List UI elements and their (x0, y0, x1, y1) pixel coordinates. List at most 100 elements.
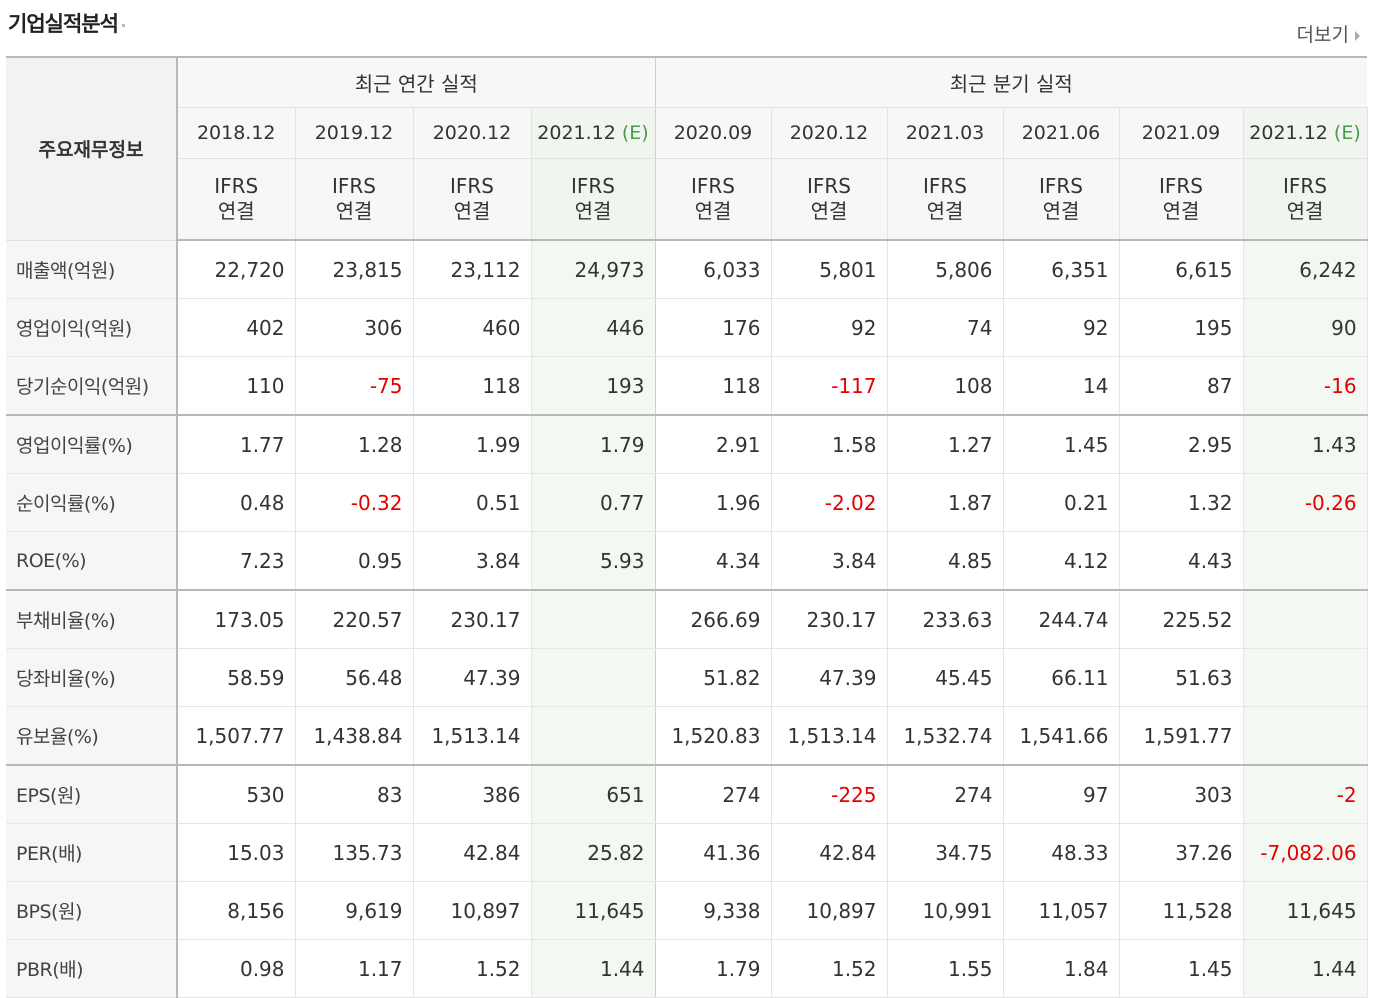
ifrs-label: IFRS (923, 174, 967, 198)
table-cell: 1,520.83 (655, 706, 772, 766)
table-cell: 90 (1243, 298, 1368, 357)
period-header: 2020.12 (413, 107, 532, 159)
table-cell: 4.34 (655, 531, 772, 591)
table-cell: 2.91 (655, 415, 772, 474)
table-cell: 8,156 (177, 881, 296, 940)
table-cell: 1,507.77 (177, 706, 296, 766)
table-cell: 0.21 (1003, 473, 1120, 532)
table-cell: -7,082.06 (1243, 823, 1368, 882)
table-cell: 274 (655, 765, 772, 824)
table-cell: -0.26 (1243, 473, 1368, 532)
table-cell: 92 (771, 298, 888, 357)
ifrs-label: IFRS (1159, 174, 1203, 198)
table-cell: 10,897 (413, 881, 532, 940)
table-cell: 266.69 (655, 590, 772, 649)
table-cell: 11,645 (531, 881, 656, 940)
table-cell: 446 (531, 298, 656, 357)
ifrs-label: IFRS (214, 174, 259, 198)
table-cell: 225.52 (1119, 590, 1244, 649)
ifrs-label: IFRS (691, 174, 735, 198)
table-row: 매출액(억원) 22,720 23,815 23,112 24,973 6,033 5,80… (6, 240, 1368, 299)
table-cell: 108 (887, 356, 1004, 416)
table-cell (1243, 531, 1368, 591)
table-row: 영업이익률(%) 1.77 1.28 1.99 1.79 2.91 1.58 1.27 1.45… (6, 415, 1368, 474)
ifrs-header: IFRS 연결 (655, 158, 772, 241)
consolidated-label: 연결 (1042, 199, 1080, 223)
table-cell: 651 (531, 765, 656, 824)
row-label: 영업이익률(%) (6, 415, 178, 474)
table-row: 유보율(%) 1,507.77 1,438.84 1,513.14 1,520.83 1,… (6, 706, 1368, 766)
ifrs-header: IFRS 연결 (887, 158, 1004, 241)
row-label: 당좌비율(%) (6, 648, 178, 707)
table-cell: 5.93 (531, 531, 656, 591)
consolidated-label: 연결 (1162, 199, 1200, 223)
table-cell: 56.48 (295, 648, 414, 707)
table-cell: 1,438.84 (295, 706, 414, 766)
table-cell: 1.84 (1003, 939, 1120, 998)
table-cell: 47.39 (413, 648, 532, 707)
table-cell: 1.87 (887, 473, 1004, 532)
table-cell (1243, 648, 1368, 707)
table-cell: 1.58 (771, 415, 888, 474)
ifrs-label: IFRS (332, 174, 376, 198)
table-cell: 110 (177, 356, 296, 416)
table-cell: 11,057 (1003, 881, 1120, 940)
ifrs-header: IFRS 연결 (771, 158, 888, 241)
consolidated-label: 연결 (926, 199, 964, 223)
table-cell: 0.77 (531, 473, 656, 532)
table-cell: 23,112 (413, 240, 532, 299)
row-label: 유보율(%) (6, 706, 178, 766)
table-row: PBR(배) 0.98 1.17 1.52 1.44 1.79 1.52 1.55 1.84 1.… (6, 939, 1368, 998)
table-cell: -2 (1243, 765, 1368, 824)
consolidated-label: 연결 (574, 199, 612, 223)
table-cell: 0.95 (295, 531, 414, 591)
table-cell: 92 (1003, 298, 1120, 357)
table-cell: 1,541.66 (1003, 706, 1120, 766)
more-link[interactable]: 더보기 (1297, 20, 1360, 47)
table-cell: 530 (177, 765, 296, 824)
table-cell: 193 (531, 356, 656, 416)
period-header: 2020.09 (655, 107, 772, 159)
table-cell: 1.52 (771, 939, 888, 998)
table-cell: 1.45 (1003, 415, 1120, 474)
table-cell: 9,619 (295, 881, 414, 940)
table-cell: 0.51 (413, 473, 532, 532)
consolidated-label: 연결 (1286, 199, 1324, 223)
table-cell (1243, 590, 1368, 649)
table-cell: -117 (771, 356, 888, 416)
table-cell: 6,615 (1119, 240, 1244, 299)
ifrs-header: IFRS 연결 (1119, 158, 1244, 241)
table-cell: 1.52 (413, 939, 532, 998)
table-cell: 1.44 (531, 939, 656, 998)
table-cell: 195 (1119, 298, 1244, 357)
consolidated-label: 연결 (217, 199, 255, 223)
row-label: 순이익률(%) (6, 473, 178, 532)
ifrs-label: IFRS (807, 174, 851, 198)
table-cell (531, 590, 656, 649)
consolidated-label: 연결 (694, 199, 732, 223)
table-cell: -16 (1243, 356, 1368, 416)
row-label: 영업이익(억원) (6, 298, 178, 357)
table-cell: 1,591.77 (1119, 706, 1244, 766)
table-cell: 386 (413, 765, 532, 824)
ifrs-header: IFRS 연결 (1243, 158, 1368, 241)
table-cell: 42.84 (771, 823, 888, 882)
table-cell: 3.84 (413, 531, 532, 591)
table-cell: 15.03 (177, 823, 296, 882)
table-cell: -225 (771, 765, 888, 824)
table-cell: 230.17 (771, 590, 888, 649)
table-row: ROE(%) 7.23 0.95 3.84 5.93 4.34 3.84 4.85 4.12 4.… (6, 531, 1368, 591)
ifrs-label: IFRS (1283, 174, 1328, 198)
table-cell: 173.05 (177, 590, 296, 649)
table-cell: 402 (177, 298, 296, 357)
table-cell: 1.28 (295, 415, 414, 474)
table-cell: 460 (413, 298, 532, 357)
chevron-right-icon (1355, 30, 1360, 41)
table-cell: 306 (295, 298, 414, 357)
table-cell: 51.63 (1119, 648, 1244, 707)
table-cell: 1,532.74 (887, 706, 1004, 766)
row-label: 당기순이익(억원) (6, 356, 178, 416)
period-label: 2021.03 (905, 122, 985, 144)
table-cell: 6,033 (655, 240, 772, 299)
table-cell: 51.82 (655, 648, 772, 707)
